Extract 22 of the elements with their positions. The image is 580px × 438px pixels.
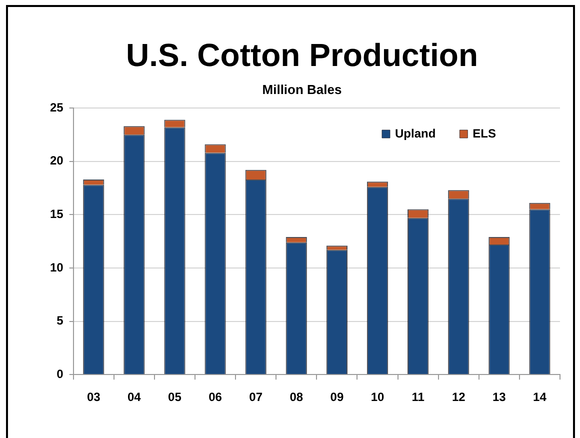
x-tick-label: 08	[290, 390, 304, 404]
legend-label: Upland	[395, 126, 436, 140]
x-tick-label: 10	[370, 390, 384, 404]
x-tick-label: 04	[128, 390, 142, 404]
x-tick-label: 12	[452, 390, 466, 404]
y-tick-label: 5	[56, 314, 64, 328]
x-tick-label: 13	[492, 390, 506, 404]
x-tick-label: 14	[533, 390, 547, 404]
x-tick-label: 06	[208, 390, 222, 404]
x-tick-label: 07	[249, 390, 263, 404]
x-tick-label: 03	[86, 390, 101, 404]
chart-subtitle: Million Bales	[262, 82, 342, 97]
y-tick-label: 25	[50, 100, 64, 114]
chart-title: U.S. Cotton Production	[126, 37, 478, 74]
y-tick-label: 10	[50, 260, 64, 274]
y-tick-label: 15	[50, 206, 64, 221]
y-tick-label: 20	[50, 154, 64, 168]
x-tick-label: 09	[330, 390, 344, 404]
legend-label: ELS	[472, 126, 496, 140]
y-tick-label: 0	[56, 366, 64, 381]
x-tick-label: 11	[412, 390, 425, 404]
x-tick-label: 05	[168, 390, 182, 404]
